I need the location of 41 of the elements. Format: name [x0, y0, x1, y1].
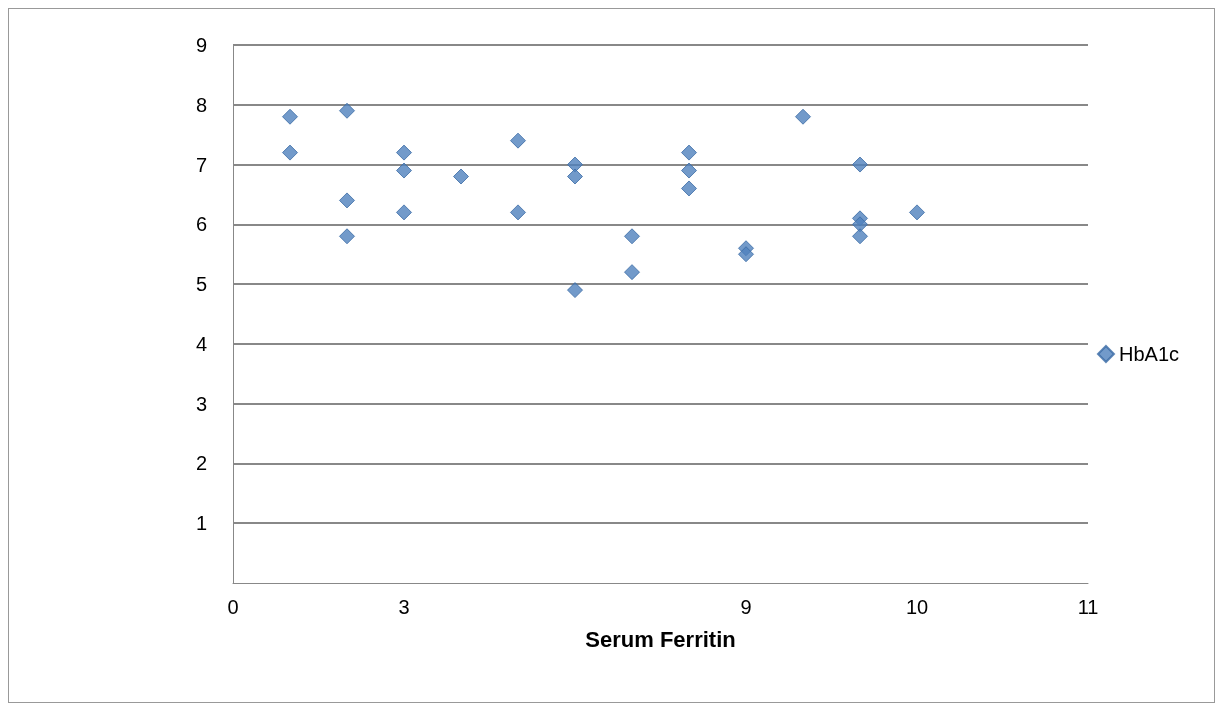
- point: [339, 192, 355, 209]
- y-tick-label: 8: [195, 93, 207, 116]
- point: [453, 168, 469, 185]
- y-tick-label: 3: [195, 392, 207, 415]
- x-tick-label: 11: [1077, 596, 1099, 618]
- point: [681, 144, 697, 161]
- point: [909, 204, 925, 221]
- point: [282, 144, 298, 161]
- point: [567, 156, 583, 173]
- point: [510, 132, 526, 149]
- x-tick-label: 0: [227, 596, 239, 618]
- point: [567, 168, 583, 185]
- point: [738, 246, 754, 263]
- point: [852, 156, 868, 173]
- point: [681, 180, 697, 197]
- point: [567, 282, 583, 299]
- x-axis-title: Serum Ferritin: [585, 626, 736, 652]
- point: [396, 204, 412, 221]
- point: [852, 228, 868, 245]
- legend-label: HbA1c: [1118, 343, 1179, 365]
- point: [396, 162, 412, 179]
- y-tick-label: 9: [195, 34, 207, 56]
- point: [339, 102, 355, 119]
- point: [282, 108, 298, 125]
- point: [795, 108, 811, 125]
- point: [852, 216, 868, 233]
- y-tick-label: 4: [195, 332, 207, 355]
- y-tick-label: 5: [195, 273, 207, 296]
- x-tick-label: 10: [905, 596, 929, 618]
- y-tick-label: 6: [195, 213, 207, 236]
- y-tick-label: 7: [195, 153, 207, 176]
- point: [510, 204, 526, 221]
- point: [624, 228, 640, 245]
- x-tick-label: 3: [398, 596, 410, 618]
- y-tick-label: 1: [195, 512, 207, 535]
- point: [624, 264, 640, 281]
- point: [396, 144, 412, 161]
- point: [339, 228, 355, 245]
- x-tick-label: 9: [740, 596, 752, 618]
- y-tick-label: 2: [195, 452, 207, 475]
- point: [681, 162, 697, 179]
